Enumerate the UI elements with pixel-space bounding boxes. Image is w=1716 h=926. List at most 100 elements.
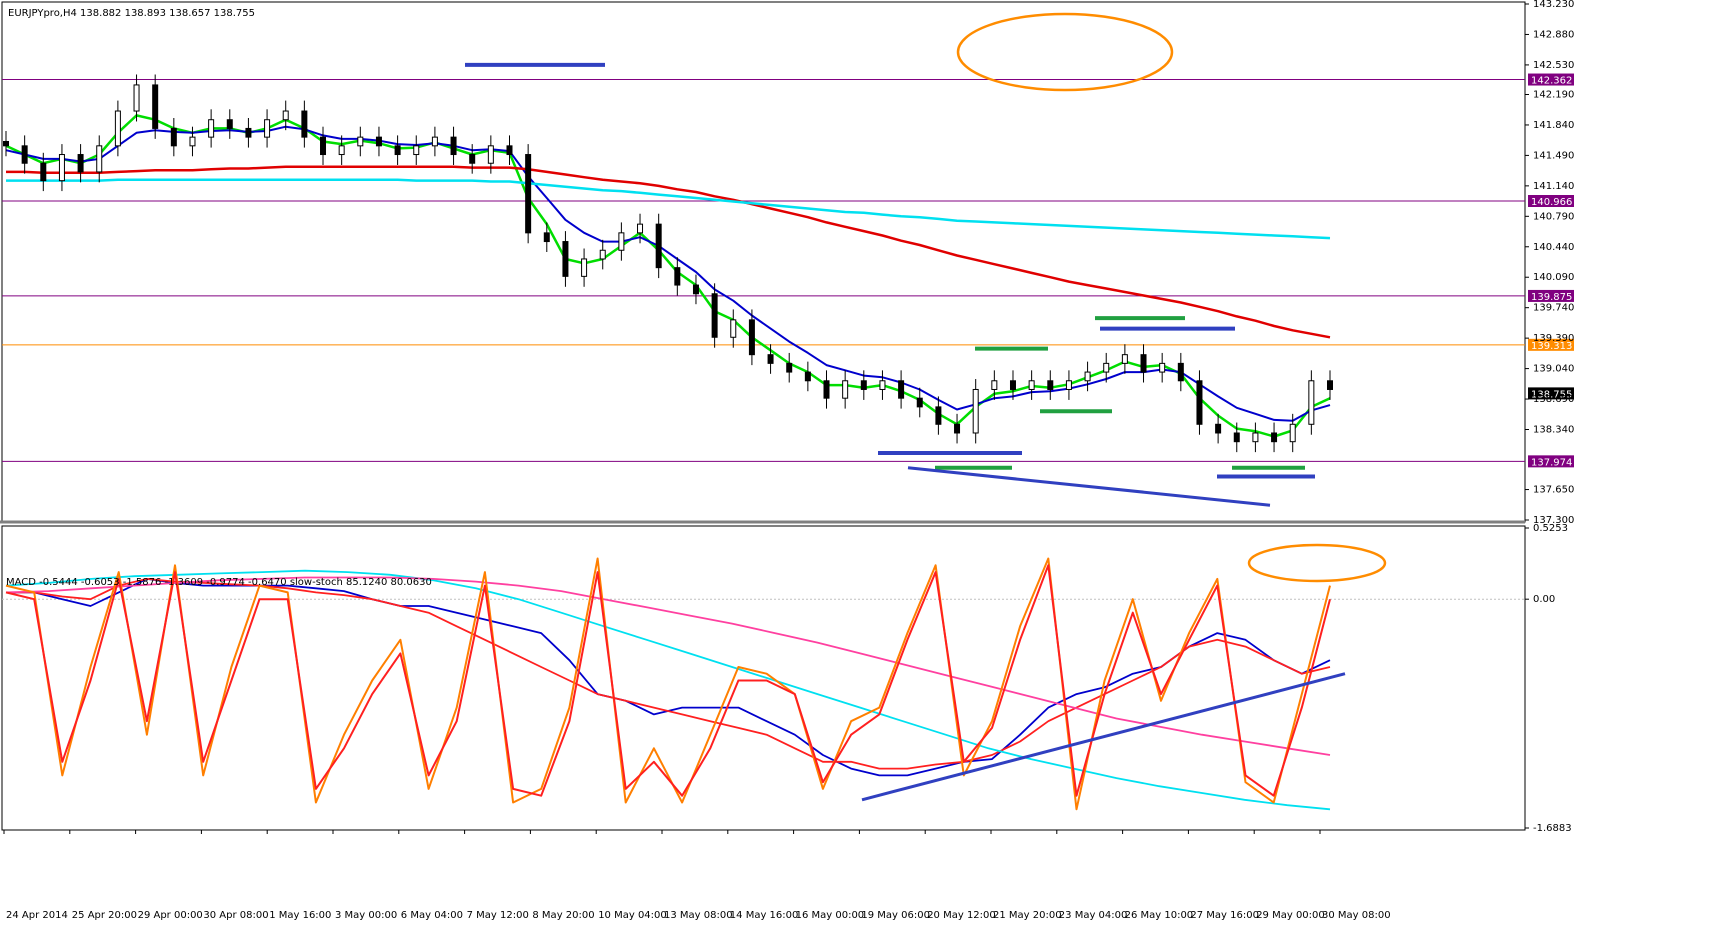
x-tick-label: 3 May 00:00 (335, 910, 397, 921)
current-price-box (1528, 387, 1574, 400)
candle-body (357, 136, 364, 147)
candle-body (860, 380, 867, 390)
symbol-header: EURJPYpro,H4 138.882 138.893 138.657 138… (8, 8, 255, 19)
candle-body (692, 284, 699, 295)
candle-body (58, 154, 65, 182)
x-tick-label: 1 May 16:00 (269, 910, 331, 921)
candle-body (1177, 362, 1184, 382)
trendline (907, 466, 1271, 507)
series-line (6, 165, 1331, 339)
y-tick-label: 138.340 (1533, 425, 1574, 436)
candle-body (618, 232, 625, 251)
level-price-label: 139.875 (1531, 292, 1572, 303)
annotations (465, 12, 1387, 802)
x-tick-label: 29 Apr 00:00 (138, 910, 203, 921)
candle-body (730, 319, 737, 338)
candle-body (3, 140, 9, 147)
candle-body (469, 154, 476, 164)
candle-body (599, 249, 606, 260)
indicator-line (6, 578, 1331, 770)
candle-body (1103, 362, 1110, 373)
candle-body (152, 84, 159, 129)
candle-body (1289, 423, 1296, 443)
candle-body (1065, 380, 1072, 390)
candle-body (767, 354, 774, 364)
x-tick-label: 19 May 06:00 (861, 910, 930, 921)
x-tick-label: 24 Apr 2014 (6, 910, 68, 921)
x-tick-label: 14 May 16:00 (730, 910, 799, 921)
candle-body (208, 119, 215, 138)
candle-body (413, 145, 420, 156)
candle-body (1271, 432, 1278, 443)
y-tick-label: 140.090 (1533, 272, 1574, 283)
series-line (5, 125, 1331, 422)
y-tick-label: 137.300 (1533, 515, 1574, 526)
candle-body (301, 110, 308, 138)
candle-body (1159, 362, 1166, 373)
candle-body (375, 136, 382, 147)
horizontal-levels: 142.362 140.966 139.875 139.313 137.974 138.7… (2, 73, 1574, 468)
x-tick-label: 8 May 20:00 (532, 910, 594, 921)
candle-body (562, 241, 569, 277)
current-price-label: 138.755 (1531, 389, 1572, 400)
candle-body (581, 258, 588, 277)
candle-body (133, 84, 140, 112)
y-tick-label: 139.040 (1533, 364, 1574, 375)
candle-body (77, 154, 84, 173)
candle-body (898, 380, 905, 399)
candle-body (338, 145, 345, 156)
level-price-label: 137.974 (1531, 457, 1572, 468)
indicator-line (5, 569, 1331, 811)
y-tick-label: 140.790 (1533, 211, 1574, 222)
candle-body (431, 136, 438, 147)
candle-body (637, 223, 644, 234)
x-tick-label: 26 May 10:00 (1125, 910, 1194, 921)
indicator-trendline (861, 672, 1346, 802)
candle-body (282, 110, 289, 121)
y-tick-label: 139.390 (1533, 333, 1574, 344)
y-tick-label: 141.490 (1533, 150, 1574, 161)
candle-body (1308, 380, 1315, 425)
candle-body (804, 371, 811, 382)
candle-body (114, 110, 121, 147)
candle-body (786, 362, 793, 373)
candle-body (264, 119, 271, 138)
y-tick-label: 138.690 (1533, 394, 1574, 405)
x-tick-label: 13 May 08:00 (664, 910, 733, 921)
x-tick-label: 6 May 04:00 (401, 910, 463, 921)
x-tick-label: 7 May 12:00 (467, 910, 529, 921)
candle-body (748, 319, 755, 356)
indicator-pane-frame (1, 525, 1526, 831)
indicator-line (6, 578, 1331, 777)
series-line (6, 178, 1331, 240)
candle-body (394, 145, 401, 156)
y-tick-label: -1.6883 (1533, 823, 1572, 834)
level-price-label: 139.313 (1531, 341, 1572, 352)
candle-body (1084, 371, 1091, 382)
candle-body (543, 232, 550, 243)
candle-body (40, 162, 47, 182)
y-tick-label: 0.00 (1533, 594, 1555, 605)
y-tick-label: 139.740 (1533, 303, 1574, 314)
candle-body (1028, 380, 1035, 390)
y-tick-label: 142.880 (1533, 29, 1574, 40)
y-tick-label: 140.440 (1533, 242, 1574, 253)
indicator-header: MACD -0.5444 -0.6053 -1.5876 -1.3609 -0.… (6, 577, 432, 588)
x-tick-label: 16 May 00:00 (796, 910, 865, 921)
x-tick-label: 30 May 08:00 (1322, 910, 1391, 921)
candle-body (21, 145, 28, 164)
x-tick-label: 10 May 04:00 (598, 910, 667, 921)
x-tick-label: 23 May 04:00 (1059, 910, 1128, 921)
upper-ellipse (956, 12, 1174, 92)
candle-body (954, 423, 961, 434)
indicator-lines (5, 114, 1331, 811)
candle-body (1233, 432, 1240, 443)
candle-body (1327, 380, 1333, 390)
candle-body (1215, 423, 1222, 434)
level-price-box (1528, 289, 1574, 302)
candle-body (320, 136, 327, 156)
candle-body (674, 267, 681, 286)
indicator-line (5, 557, 1331, 811)
x-tick-label: 27 May 16:00 (1190, 910, 1259, 921)
